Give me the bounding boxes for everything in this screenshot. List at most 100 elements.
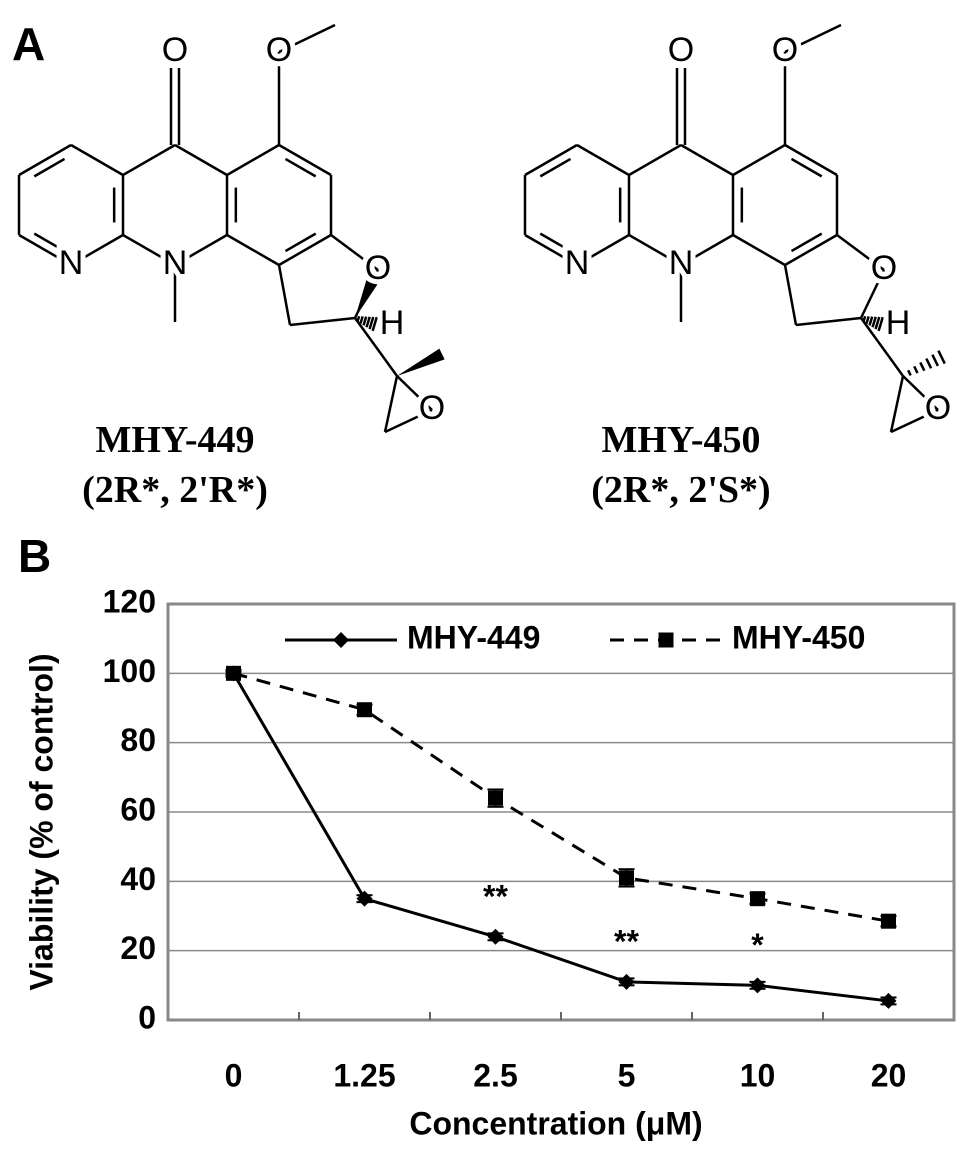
bond xyxy=(865,316,870,324)
bond xyxy=(859,317,905,377)
bond xyxy=(524,233,578,267)
bond xyxy=(539,157,572,178)
marker xyxy=(749,977,766,994)
atom-label: O xyxy=(162,31,188,69)
bond xyxy=(628,233,682,267)
x-tick-label: 5 xyxy=(618,1057,636,1093)
compound-name: MHY-449 xyxy=(95,419,254,461)
bond xyxy=(784,233,838,267)
atom-label: N xyxy=(163,244,188,282)
bond xyxy=(790,157,823,178)
bond xyxy=(868,316,874,326)
series-line xyxy=(232,672,889,1003)
bond xyxy=(576,233,630,267)
atom-label: O xyxy=(266,31,292,69)
bond xyxy=(576,143,630,177)
y-tick-label: 0 xyxy=(138,999,156,1035)
bond xyxy=(383,375,399,433)
bond xyxy=(122,233,176,267)
bond xyxy=(278,233,332,267)
marker xyxy=(880,992,897,1009)
compound-stereo: (2R*, 2'R*) xyxy=(82,469,268,511)
bond xyxy=(330,233,379,272)
chart: 0 20 40 60 80 100 120 0 1.25 2.5 5 10 20 Concentratio… xyxy=(23,583,956,1141)
bond xyxy=(284,232,317,253)
bond xyxy=(396,375,433,411)
x-tick-label: 0 xyxy=(225,1057,243,1093)
bond xyxy=(907,369,912,376)
bond xyxy=(902,375,939,411)
bond xyxy=(784,23,842,54)
bond xyxy=(362,316,368,326)
bond xyxy=(862,315,867,323)
bond xyxy=(18,143,72,177)
marker xyxy=(356,890,373,907)
bond xyxy=(539,232,572,253)
bond xyxy=(859,269,886,319)
atom-label: O xyxy=(365,249,391,287)
bond xyxy=(680,233,734,267)
bond xyxy=(628,143,682,177)
bond xyxy=(790,232,823,253)
legend-label: MHY-449 xyxy=(407,619,540,655)
marker xyxy=(488,790,503,806)
atom-label: O xyxy=(419,389,445,427)
bond xyxy=(18,233,72,267)
bond xyxy=(931,354,940,367)
panel-label: A xyxy=(12,18,45,70)
atom-label: H xyxy=(886,304,911,342)
x-tick-label: 10 xyxy=(740,1057,776,1093)
significance-label: * xyxy=(751,927,764,963)
bond xyxy=(284,157,317,178)
bond xyxy=(919,361,926,372)
bond xyxy=(524,143,578,177)
x-tick-label: 20 xyxy=(871,1057,907,1093)
atom-label: N xyxy=(669,244,694,282)
bond xyxy=(732,143,786,177)
marker xyxy=(357,702,372,718)
bond xyxy=(795,316,862,327)
bond xyxy=(874,316,881,330)
bond xyxy=(174,233,228,267)
bond xyxy=(889,375,905,433)
bond xyxy=(174,143,228,177)
bond xyxy=(913,365,919,374)
bond xyxy=(33,232,66,253)
atom-label: O xyxy=(925,389,951,427)
atom-label: N xyxy=(565,244,590,282)
bond xyxy=(871,316,877,328)
wedge-bond xyxy=(355,279,378,318)
y-tick-label: 100 xyxy=(103,653,156,689)
y-tick-label: 60 xyxy=(120,791,156,827)
y-tick-label: 40 xyxy=(120,861,156,897)
compound-stereo: (2R*, 2'S*) xyxy=(591,469,770,511)
bond xyxy=(278,143,332,177)
bond xyxy=(359,316,364,324)
bond xyxy=(365,316,371,328)
atom-label: N xyxy=(59,244,84,282)
bond xyxy=(371,316,378,332)
atom-label: O xyxy=(871,249,897,287)
atom-label: O xyxy=(668,31,694,69)
x-axis-title: Concentration (μM) xyxy=(409,1105,702,1141)
significance-label: ** xyxy=(483,878,508,914)
compound-name: MHY-450 xyxy=(601,419,760,461)
bond xyxy=(890,408,939,434)
bond xyxy=(278,23,336,54)
bond xyxy=(226,143,280,177)
panel-label: B xyxy=(18,530,51,582)
marker xyxy=(658,632,674,648)
y-tick-label: 80 xyxy=(120,722,156,758)
marker xyxy=(333,632,349,648)
wedge-bond xyxy=(397,348,445,376)
marker xyxy=(881,913,896,929)
x-tick-label: 2.5 xyxy=(473,1057,517,1093)
marker xyxy=(619,870,634,886)
y-tick-label: 120 xyxy=(103,583,156,619)
bond xyxy=(70,233,124,267)
bond xyxy=(70,143,124,177)
marker xyxy=(487,928,504,945)
